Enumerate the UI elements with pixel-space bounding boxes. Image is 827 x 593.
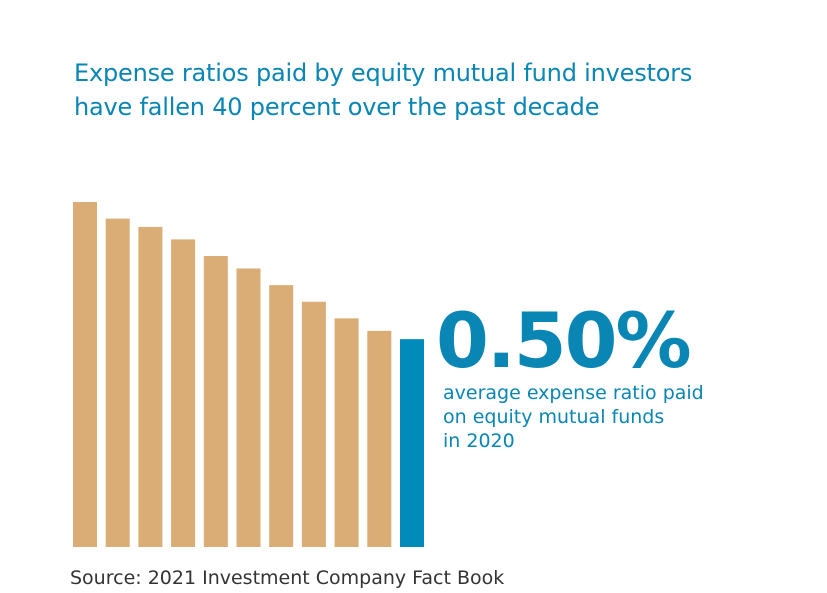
bar bbox=[203, 256, 228, 547]
title-line-1: Expense ratios paid by equity mutual fun… bbox=[74, 59, 693, 87]
source-note: Source: 2021 Investment Company Fact Boo… bbox=[70, 567, 505, 589]
callout-line-1: average expense ratio paid bbox=[443, 382, 704, 404]
bar bbox=[301, 301, 326, 547]
bar bbox=[236, 268, 261, 547]
bar bbox=[105, 218, 130, 547]
bar bbox=[269, 285, 294, 547]
bar-highlight bbox=[400, 339, 424, 547]
bar bbox=[367, 330, 392, 547]
title-line-2: have fallen 40 percent over the past dec… bbox=[74, 93, 600, 121]
bar bbox=[334, 318, 359, 547]
bar bbox=[138, 226, 163, 547]
chart-title: Expense ratios paid by equity mutual fun… bbox=[74, 56, 692, 124]
bar bbox=[73, 202, 97, 547]
bar bbox=[171, 239, 196, 547]
callout-line-3: in 2020 bbox=[443, 430, 515, 452]
callout-line-2: on equity mutual funds bbox=[443, 406, 665, 428]
callout-description: average expense ratio paid on equity mut… bbox=[443, 381, 704, 453]
callout-value: 0.50% bbox=[436, 296, 692, 385]
